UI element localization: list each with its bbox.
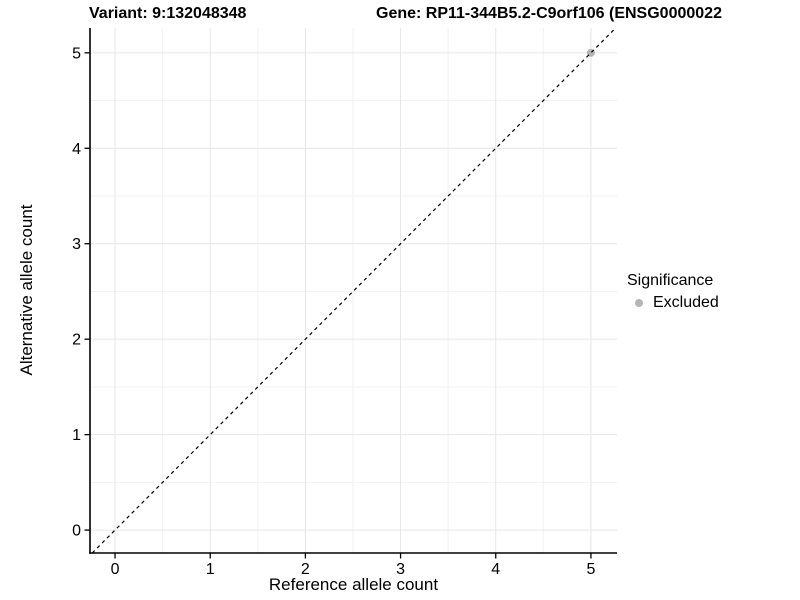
gene-title: Gene: RP11-344B5.2-C9orf106 (ENSG0000022 bbox=[376, 5, 722, 22]
x-tick-label: 4 bbox=[491, 561, 500, 578]
x-tick-label: 5 bbox=[586, 561, 595, 578]
y-tick-label: 5 bbox=[72, 45, 81, 62]
y-tick-label: 3 bbox=[72, 236, 81, 253]
legend-title: Significance bbox=[627, 272, 714, 289]
y-tick-label: 1 bbox=[72, 427, 81, 444]
legend-entry-label: Excluded bbox=[653, 294, 719, 311]
y-tick-label: 2 bbox=[72, 332, 81, 349]
excluded-point-icon bbox=[634, 299, 643, 307]
y-axis-title: Alternative allele count bbox=[17, 204, 36, 376]
identity-line bbox=[91, 27, 617, 554]
legend-entry-excluded: Excluded bbox=[627, 294, 719, 312]
x-tick-label: 2 bbox=[301, 561, 310, 578]
x-tick-label: 1 bbox=[206, 561, 215, 578]
y-tick-label: 4 bbox=[72, 141, 81, 158]
legend-key bbox=[631, 296, 646, 311]
x-tick-label: 3 bbox=[396, 561, 405, 578]
variant-title: Variant: 9:132048348 bbox=[89, 5, 247, 22]
x-tick-label: 0 bbox=[111, 561, 120, 578]
x-axis-title: Reference allele count bbox=[268, 575, 439, 594]
y-tick-label: 0 bbox=[72, 523, 81, 540]
legend: Significance Excluded bbox=[627, 271, 719, 312]
